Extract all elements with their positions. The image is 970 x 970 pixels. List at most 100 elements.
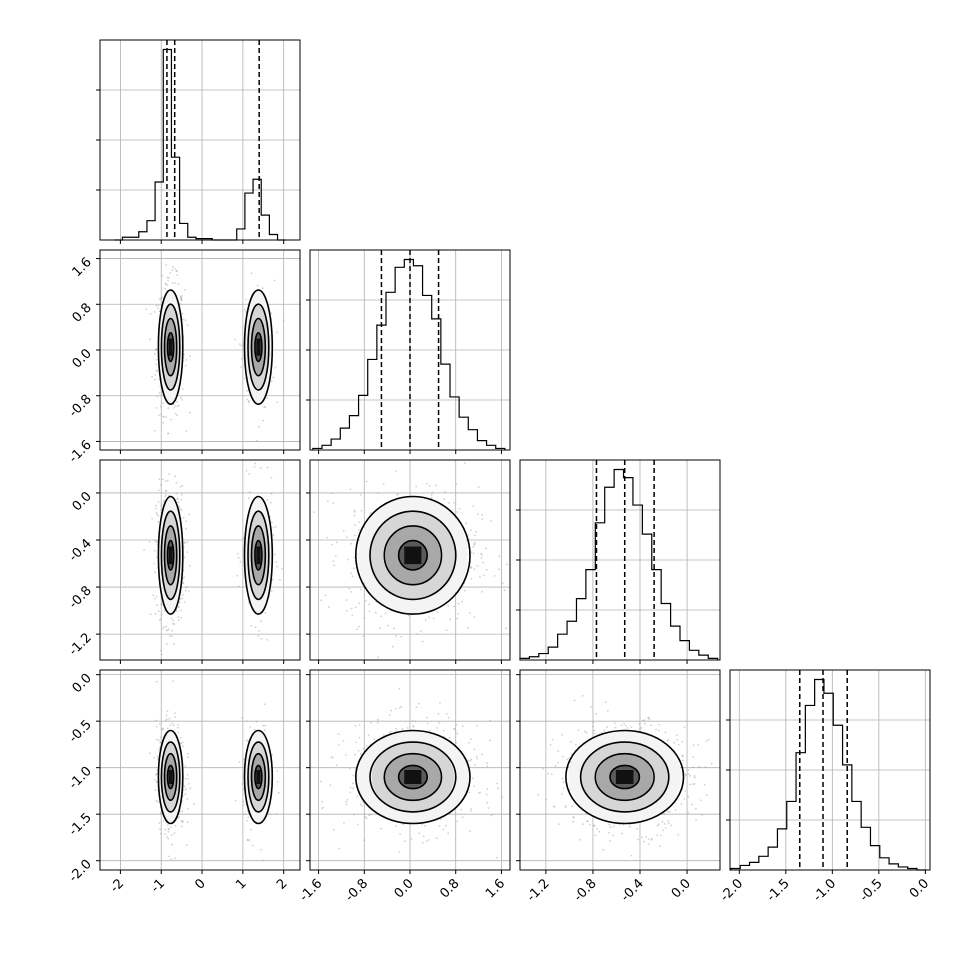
scatter-point — [593, 732, 596, 735]
scatter-point — [368, 814, 370, 817]
scatter-point — [382, 482, 385, 485]
scatter-point — [368, 603, 370, 606]
scatter-point — [271, 754, 274, 756]
scatter-point — [346, 558, 349, 561]
scatter-point — [272, 376, 275, 379]
histogram-step — [519, 468, 719, 660]
scatter-point — [175, 492, 178, 495]
scatter-point — [453, 727, 456, 730]
scatter-point — [151, 517, 154, 520]
scatter-point — [182, 789, 185, 792]
scatter-point — [504, 627, 507, 630]
scatter-point — [578, 838, 581, 841]
scatter-point — [165, 416, 168, 419]
scatter-point — [662, 829, 664, 832]
scatter-point — [354, 753, 356, 756]
scatter-point — [435, 727, 438, 729]
scatter-point — [374, 611, 377, 614]
scatter-point — [470, 529, 472, 532]
scatter-point — [356, 628, 358, 630]
scatter-point — [396, 493, 398, 496]
scatter-point — [595, 712, 598, 715]
panel-3-2: -1.2 -0.8 -0.4 0.0 — [516, 669, 721, 905]
y-tick-label: -0.8 — [66, 583, 95, 612]
scatter-point — [669, 811, 671, 813]
scatter-point — [177, 726, 179, 729]
scatter-point — [645, 836, 648, 838]
scatter-point — [169, 272, 172, 274]
scatter-point — [464, 462, 466, 464]
scatter-point — [335, 764, 338, 767]
scatter-point — [353, 509, 356, 512]
scatter-point — [173, 407, 176, 409]
scatter-point — [677, 833, 680, 836]
x-tick-label: 0.0 — [392, 876, 417, 901]
scatter-point — [664, 827, 667, 829]
scatter-point — [149, 613, 152, 616]
scatter-point — [656, 824, 659, 827]
scatter-point — [481, 553, 483, 556]
scatter-point — [185, 520, 188, 523]
scatter-point — [482, 561, 485, 564]
scatter-point — [562, 781, 565, 783]
scatter-point — [449, 618, 452, 621]
scatter-point — [269, 501, 272, 504]
scatter-point — [276, 770, 279, 772]
scatter-point — [154, 353, 156, 355]
scatter-point — [169, 826, 172, 828]
scatter-point — [181, 388, 184, 390]
scatter-point — [185, 527, 187, 530]
scatter-point — [184, 364, 187, 367]
scatter-point — [245, 739, 248, 741]
scatter-point — [352, 787, 354, 790]
scatter-point — [416, 633, 418, 635]
scatter-point — [163, 458, 165, 460]
scatter-point — [266, 466, 269, 469]
x-tick-label: -2 — [107, 876, 127, 896]
scatter-point — [620, 724, 623, 727]
scatter-point — [179, 485, 182, 488]
scatter-point — [641, 836, 643, 839]
scatter-point — [187, 778, 189, 780]
scatter-point — [447, 716, 450, 719]
scatter-point — [180, 297, 183, 300]
scatter-point — [254, 462, 256, 465]
scatter-point — [184, 289, 186, 291]
scatter-point — [473, 616, 476, 618]
scatter-point — [163, 626, 166, 628]
scatter-point — [474, 541, 476, 544]
scatter-point — [257, 635, 260, 637]
scatter-point — [689, 774, 691, 777]
scatter-point — [466, 626, 469, 629]
scatter-point — [160, 653, 163, 656]
contour-line — [383, 752, 443, 802]
y-tick-label: 0.0 — [70, 671, 95, 696]
scatter-point — [159, 723, 161, 725]
scatter-point — [362, 635, 365, 637]
scatter-point — [470, 578, 473, 580]
scatter-point — [240, 344, 243, 347]
scatter-point — [274, 366, 277, 369]
density-peak — [168, 546, 173, 565]
scatter-point — [557, 750, 560, 753]
scatter-point — [258, 630, 260, 632]
scatter-point — [167, 432, 169, 435]
scatter-point — [161, 627, 164, 630]
scatter-point — [186, 797, 189, 800]
scatter-point — [350, 591, 352, 593]
scatter-point — [705, 740, 708, 742]
scatter-point — [710, 762, 713, 765]
scatter-point — [609, 826, 612, 829]
scatter-point — [165, 490, 168, 492]
scatter-point — [177, 501, 180, 504]
scatter-point — [547, 772, 549, 775]
scatter-point — [603, 729, 605, 732]
scatter-point — [165, 718, 168, 721]
scatter-point — [415, 706, 418, 709]
scatter-point — [426, 716, 429, 719]
scatter-point — [557, 823, 560, 826]
scatter-point — [345, 536, 348, 539]
scatter-point — [496, 856, 498, 859]
scatter-point — [395, 634, 397, 637]
scatter-point — [501, 582, 504, 584]
